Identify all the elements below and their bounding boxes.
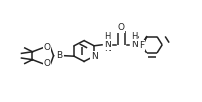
Text: H: H [132,32,138,41]
Text: N: N [131,40,138,49]
Text: F: F [139,41,144,50]
Text: H: H [104,32,111,41]
Text: O: O [43,59,50,68]
Text: O: O [43,43,50,52]
Text: N: N [91,52,97,61]
Text: H: H [104,40,111,49]
Text: N: N [104,44,111,53]
Text: N: N [104,40,111,49]
Text: O: O [118,23,125,32]
Text: B: B [56,51,62,60]
